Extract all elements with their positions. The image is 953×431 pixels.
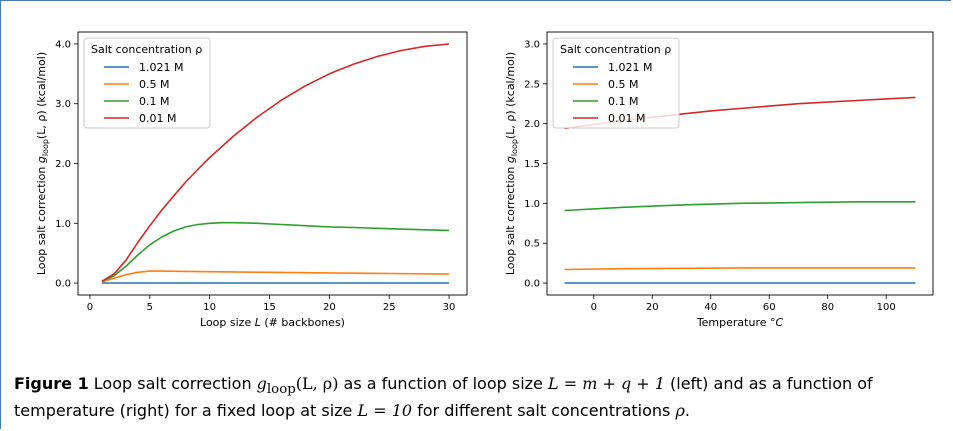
y-tick-label: 4.0 [55, 39, 71, 50]
y-axis-label-fn: g [504, 156, 517, 163]
legend-entry-label: 0.5 M [139, 78, 169, 91]
figure: 0 5 10 15 20 25 30 0.0 1.0 2.0 3.0 4.0 Loop size L (… [35, 31, 934, 329]
y-axis-label-sub: loop [510, 139, 519, 156]
y-tick-label: 1.0 [524, 199, 540, 210]
y-tick-label: 1.0 [55, 219, 71, 230]
x-tick-label: 0 [591, 302, 597, 313]
series-line-0-1-m [564, 201, 916, 212]
y-tick-label: 3.0 [55, 99, 71, 110]
x-tick-label: 20 [646, 302, 659, 313]
caption-label: Figure 1 [14, 374, 89, 393]
legend-entry-label: 0.1 M [139, 95, 169, 108]
y-axis-label-sub: loop [41, 139, 50, 156]
y-tick-label: 2.0 [55, 159, 71, 170]
x-axis-label-var: L [255, 316, 261, 329]
legend-entry-label: 0.5 M [608, 78, 638, 91]
figure-caption: Figure 1 Loop salt correction gloop(L, ρ… [14, 373, 944, 421]
legend-box [83, 37, 211, 129]
x-tick-label: 30 [443, 302, 456, 313]
x-tick-label: 60 [763, 302, 776, 313]
x-tick-label: 10 [203, 302, 216, 313]
legend: Salt concentration ρ 1.021 M 0.5 M 0.1 M 0.0… [552, 37, 680, 129]
y-tick-label: 2.5 [524, 79, 540, 90]
series-line-0-1-m [101, 221, 450, 283]
x-axis-label-pre: Temperature [696, 316, 770, 329]
legend-entry-label: 1.021 M [608, 61, 652, 74]
legend-entry-label: 1.021 M [139, 61, 183, 74]
x-tick-label: 15 [263, 302, 276, 313]
y-axis-label-post: (kcal/mol) [504, 52, 517, 111]
x-tick-label: 25 [383, 302, 396, 313]
caption-eq-1: L = m + q + 1 [547, 374, 665, 393]
y-axis-label-pre: Loop salt correction [504, 163, 517, 275]
x-axis-label-post: (# backbones) [261, 316, 345, 329]
caption-g-sub: loop [266, 382, 296, 398]
x-tick-label: 80 [821, 302, 834, 313]
y-axis-label-args: (L, ρ) [504, 110, 517, 139]
x-axis-label-pre: Loop size [200, 316, 255, 329]
x-axis-label-var: °C [770, 316, 784, 329]
legend-title: Salt concentration ρ [560, 43, 671, 56]
caption-rho: ρ [675, 401, 685, 421]
caption-text-3: (left) and as a function of temperature … [14, 374, 873, 421]
caption-g-args: (L, ρ) [295, 374, 339, 393]
legend: Salt concentration ρ 1.021 M 0.5 M 0.1 M 0.0… [83, 37, 211, 129]
caption-text-1: Loop salt correction [88, 374, 257, 393]
caption-eq-2: L = 10 [357, 401, 413, 421]
x-axis-label: Temperature °C [696, 316, 784, 329]
caption-g-symbol: gloop(L, ρ) [256, 374, 339, 397]
y-tick-label: 3.0 [524, 39, 540, 50]
series-line-0-5-m [564, 267, 916, 271]
caption-text-4: for different salt concentrations [412, 401, 676, 421]
y-axis-label: Loop salt correction gloop(L, ρ) (kcal/m… [35, 52, 50, 275]
x-tick-label: 40 [704, 302, 717, 313]
legend-box [552, 37, 680, 129]
caption-text-2: as a function of loop size [338, 374, 548, 393]
legend-entry-label: 0.1 M [608, 95, 638, 108]
series-line-0-5-m [101, 270, 450, 283]
y-tick-label: 0.5 [524, 239, 540, 250]
y-axis-label-args: (L, ρ) [35, 110, 48, 139]
y-axis-label-fn: g [35, 156, 48, 163]
legend-title: Salt concentration ρ [91, 43, 202, 56]
y-axis-label: Loop salt correction gloop(L, ρ) (kcal/m… [504, 52, 519, 275]
legend-entry-label: 0.01 M [139, 112, 176, 125]
chart-left: 0 5 10 15 20 25 30 0.0 1.0 2.0 3.0 4.0 Loop size L (… [35, 31, 468, 329]
y-tick-label: 2.0 [524, 119, 540, 130]
x-tick-label: 100 [877, 302, 896, 313]
y-axis-label-post: (kcal/mol) [35, 52, 48, 111]
caption-text-5: . [684, 401, 690, 421]
y-tick-label: 1.5 [524, 159, 540, 170]
x-tick-label: 5 [147, 302, 153, 313]
chart-right: 0 20 40 60 80 100 0.0 0.5 1.0 1.5 2.0 2.5 3.0 Tempera… [504, 31, 934, 329]
x-axis-label: Loop size L (# backbones) [200, 316, 345, 329]
legend-entry-label: 0.01 M [608, 112, 645, 125]
x-tick-label: 20 [323, 302, 336, 313]
caption-g: g [256, 374, 267, 393]
series-line-0-01-m [101, 43, 450, 282]
x-tick-label: 0 [87, 302, 93, 313]
y-tick-label: 0.0 [55, 279, 71, 290]
y-tick-label: 0.0 [524, 279, 540, 290]
y-axis-label-pre: Loop salt correction [35, 163, 48, 275]
